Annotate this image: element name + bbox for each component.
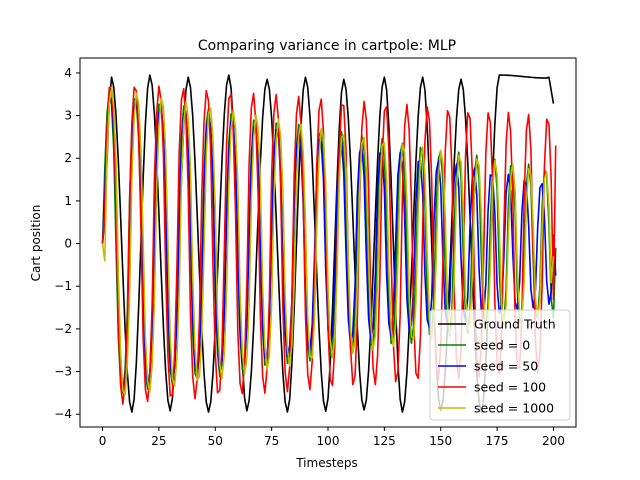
y-axis-label: Cart position (29, 205, 43, 282)
x-tick-label: 50 (208, 434, 223, 448)
y-tick-label: 1 (64, 194, 72, 208)
chart-title: Comparing variance in cartpole: MLP (198, 38, 456, 54)
legend: Ground Truth seed = 0 seed = 50 seed = 100 s… (429, 309, 571, 421)
legend-label: seed = 0 (474, 338, 530, 353)
x-axis: 0 25 50 75 100 125 150 175 200 (99, 427, 565, 448)
y-tick-label: 2 (64, 151, 72, 165)
x-tick-label: 175 (486, 434, 509, 448)
y-axis: −4 −3 −2 −1 0 1 2 3 4 (54, 66, 80, 421)
y-tick-label: −2 (54, 322, 72, 336)
legend-label: seed = 50 (474, 359, 538, 374)
y-tick-label: −3 (54, 365, 72, 379)
x-tick-label: 25 (151, 434, 166, 448)
y-tick-label: −4 (54, 407, 72, 421)
series-line-4 (101, 86, 555, 396)
y-tick-label: 3 (64, 109, 72, 123)
y-tick-label: 0 (64, 237, 72, 251)
x-tick-label: 100 (317, 434, 340, 448)
legend-box (429, 309, 571, 421)
legend-label: seed = 100 (474, 380, 546, 395)
legend-label: Ground Truth (474, 317, 556, 332)
x-axis-label: Timesteps (295, 456, 358, 470)
y-tick-label: −1 (54, 279, 72, 293)
x-tick-label: 200 (542, 434, 565, 448)
x-tick-label: 150 (429, 434, 452, 448)
legend-label: seed = 1000 (474, 401, 554, 416)
y-tick-label: 4 (64, 66, 72, 80)
x-tick-label: 0 (99, 434, 107, 448)
x-tick-label: 75 (264, 434, 279, 448)
x-tick-label: 125 (373, 434, 396, 448)
